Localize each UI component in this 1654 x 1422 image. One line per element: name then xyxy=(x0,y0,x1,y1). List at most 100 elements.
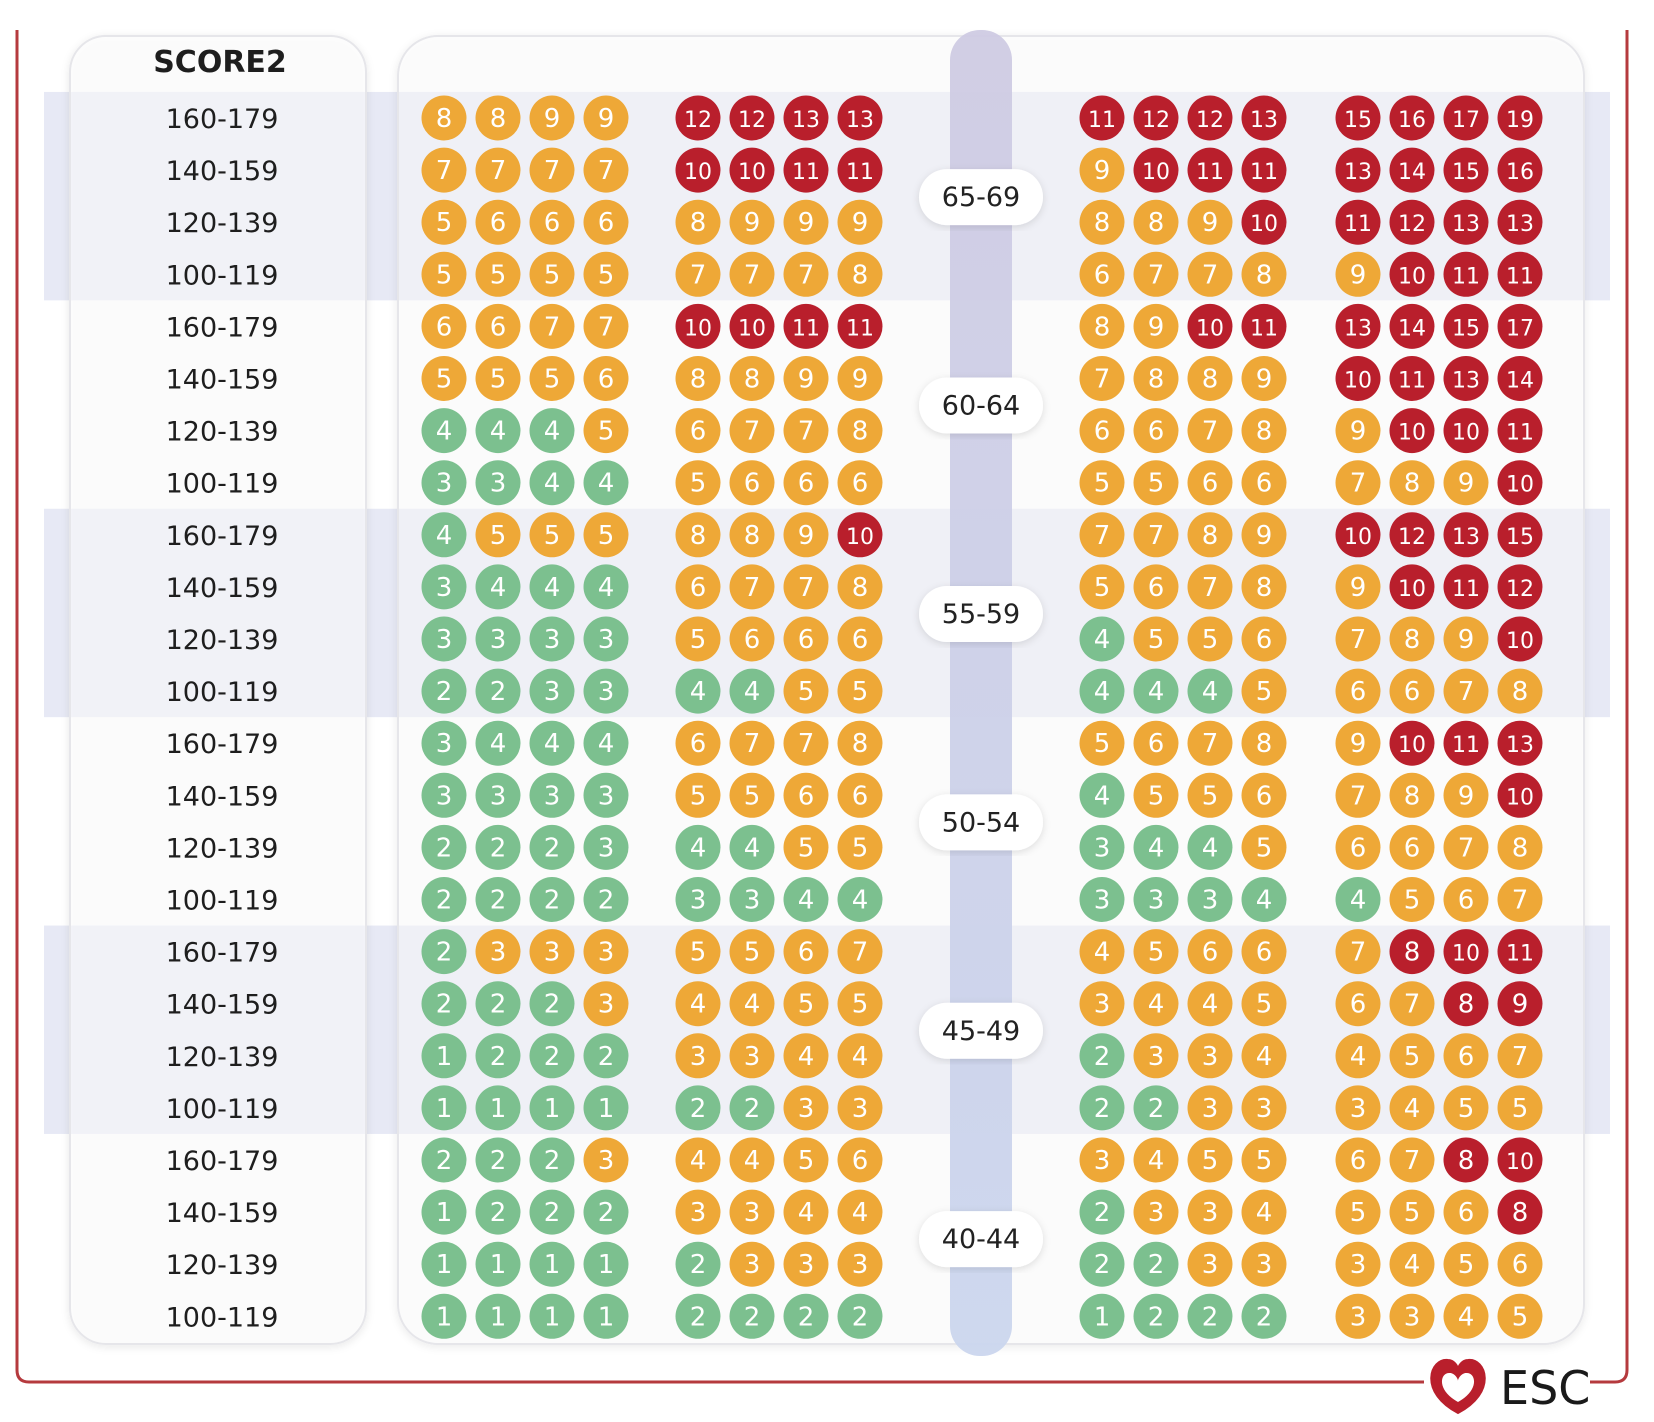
age-labels: 65-69 60-64 55-59 50-54 45-49 40-44 xyxy=(919,169,1043,1268)
risk-value: 6 xyxy=(1350,833,1367,863)
risk-value: 9 xyxy=(852,365,869,395)
risk-circle xyxy=(1133,147,1179,193)
risk-value: 4 xyxy=(1202,990,1219,1020)
risk-circle xyxy=(675,356,721,401)
risk-circle xyxy=(1079,303,1125,349)
bp-label: 160-179 xyxy=(166,104,279,135)
risk-value: 5 xyxy=(490,365,507,395)
risk-circle xyxy=(1241,720,1287,766)
risk-value: 7 xyxy=(1148,260,1165,290)
risk-circle xyxy=(1133,199,1179,245)
risk-value: 2 xyxy=(436,833,453,863)
risk-value: 6 xyxy=(744,469,761,499)
risk-circle xyxy=(583,1137,629,1183)
risk-value: 5 xyxy=(690,781,707,811)
risk-value: 3 xyxy=(598,625,615,655)
risk-circle xyxy=(729,824,775,870)
risk-value: 6 xyxy=(798,625,815,655)
risk-value: 4 xyxy=(1148,1146,1165,1176)
risk-value: 4 xyxy=(744,1146,761,1176)
risk-circle xyxy=(475,1189,521,1235)
risk-value: 10 xyxy=(738,160,766,185)
risk-circle xyxy=(675,199,721,245)
risk-circle xyxy=(421,1033,467,1079)
age-pill: 65-69 xyxy=(919,169,1043,226)
risk-value: 9 xyxy=(1458,781,1475,811)
risk-circle xyxy=(1335,1137,1381,1183)
risk-circle xyxy=(1241,408,1287,454)
risk-circle xyxy=(583,95,629,141)
risk-value: 3 xyxy=(852,1094,869,1124)
risk-value: 3 xyxy=(1094,1146,1111,1176)
risk-circle xyxy=(1335,1189,1381,1235)
risk-circle xyxy=(783,356,829,401)
risk-value: 16 xyxy=(1398,108,1426,133)
risk-circle xyxy=(1443,95,1489,141)
risk-circle xyxy=(583,564,629,610)
risk-circle xyxy=(421,1241,467,1287)
risk-value: 2 xyxy=(1094,1198,1111,1228)
risk-value: 7 xyxy=(798,417,815,447)
risk-circle xyxy=(1187,824,1233,870)
risk-circle xyxy=(1497,1241,1543,1287)
risk-value: 6 xyxy=(852,781,869,811)
risk-value: 2 xyxy=(436,990,453,1020)
risk-value: 1 xyxy=(544,1094,561,1124)
risk-value: 2 xyxy=(544,833,561,863)
risk-value: 6 xyxy=(744,625,761,655)
risk-value: 8 xyxy=(1256,573,1273,603)
risk-circle xyxy=(837,564,883,610)
risk-circle xyxy=(421,460,467,506)
risk-value: 4 xyxy=(1094,625,1111,655)
risk-value: 6 xyxy=(598,365,615,395)
risk-value: 6 xyxy=(1256,469,1273,499)
risk-circle xyxy=(1133,251,1179,297)
risk-circle xyxy=(729,1189,775,1235)
risk-value: 8 xyxy=(1256,260,1273,290)
risk-value: 5 xyxy=(1094,573,1111,603)
risk-value: 3 xyxy=(1350,1250,1367,1280)
risk-value: 6 xyxy=(1094,417,1111,447)
risk-value: 10 xyxy=(1142,160,1170,185)
risk-circle xyxy=(475,1033,521,1079)
risk-circle xyxy=(529,408,575,454)
risk-circle xyxy=(837,356,883,401)
age-pill-bg xyxy=(919,585,1043,642)
risk-circle xyxy=(783,1085,829,1131)
risk-value: 15 xyxy=(1344,108,1372,133)
risk-circle xyxy=(1335,460,1381,506)
risk-circle xyxy=(1389,772,1435,818)
risk-value: 3 xyxy=(598,833,615,863)
risk-value: 3 xyxy=(1094,886,1111,916)
risk-value: 9 xyxy=(744,208,761,238)
risk-value: 3 xyxy=(1202,1250,1219,1280)
risk-circle xyxy=(1335,824,1381,870)
risk-value: 2 xyxy=(744,1094,761,1124)
risk-value: 11 xyxy=(792,160,820,185)
risk-value: 13 xyxy=(1250,108,1278,133)
risk-circle xyxy=(1079,512,1125,558)
risk-circle xyxy=(1443,408,1489,454)
bp-label: 140-159 xyxy=(166,781,279,812)
age-label: 55-59 xyxy=(942,599,1020,630)
risk-value: 4 xyxy=(1094,781,1111,811)
risk-circle xyxy=(421,720,467,766)
risk-value: 9 xyxy=(1094,156,1111,186)
risk-value: 1 xyxy=(436,1302,453,1332)
risk-circle xyxy=(1497,1085,1543,1131)
risk-circle xyxy=(1443,1085,1489,1131)
risk-value: 5 xyxy=(544,260,561,290)
risk-value: 1 xyxy=(544,1250,561,1280)
risk-circle xyxy=(1335,408,1381,454)
risk-circle xyxy=(729,147,775,193)
risk-circle xyxy=(1133,824,1179,870)
risk-circle xyxy=(729,981,775,1027)
risk-circle xyxy=(837,147,883,193)
risk-circle xyxy=(1187,877,1233,922)
risk-value: 6 xyxy=(1256,938,1273,968)
bp-label: 140-159 xyxy=(166,365,279,396)
risk-circle xyxy=(675,460,721,506)
risk-circle xyxy=(1443,199,1489,245)
risk-value: 9 xyxy=(1148,312,1165,342)
risk-value: 2 xyxy=(852,1302,869,1332)
